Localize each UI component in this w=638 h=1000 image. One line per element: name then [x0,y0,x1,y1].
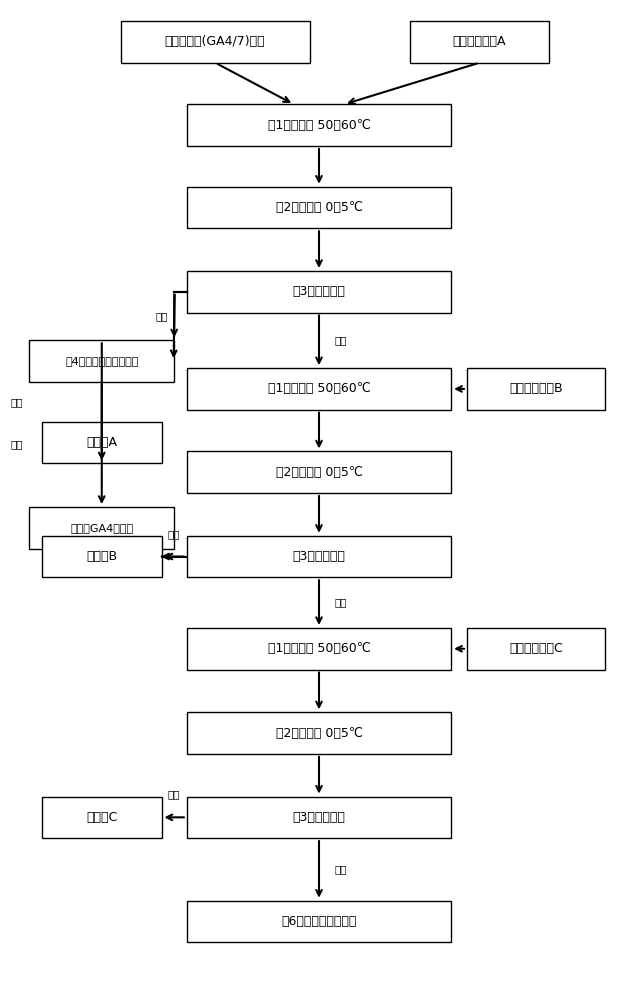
Text: 回收至A: 回收至A [86,436,117,449]
Text: （2）冷却至 0～5℃: （2）冷却至 0～5℃ [276,466,362,479]
FancyBboxPatch shape [187,712,451,754]
Text: （4）去除甲基叔丁基醚: （4）去除甲基叔丁基醚 [65,356,138,366]
Text: 晶粉: 晶粉 [335,864,347,874]
FancyBboxPatch shape [187,368,451,410]
FancyBboxPatch shape [187,451,451,493]
FancyBboxPatch shape [29,507,174,549]
Text: 回收至B: 回收至B [86,550,117,563]
FancyBboxPatch shape [187,187,451,228]
FancyBboxPatch shape [42,422,161,463]
Text: 甲基叔丁基醚B: 甲基叔丁基醚B [509,382,563,395]
Text: 液体: 液体 [11,397,23,407]
FancyBboxPatch shape [187,536,451,577]
FancyBboxPatch shape [467,628,605,670]
Text: （2）冷却至 0～5℃: （2）冷却至 0～5℃ [276,727,362,740]
Text: （6）真空干燥得成品: （6）真空干燥得成品 [281,915,357,928]
Text: 回收至GA4生产线: 回收至GA4生产线 [70,523,133,533]
Text: 发酵得到的(GA4/7)固体: 发酵得到的(GA4/7)固体 [165,35,265,48]
Text: （1）加热至 50～60℃: （1）加热至 50～60℃ [267,642,371,655]
Text: 母液: 母液 [156,312,168,322]
FancyBboxPatch shape [467,368,605,410]
FancyBboxPatch shape [121,21,309,63]
Text: 甲基叔丁基醚C: 甲基叔丁基醚C [509,642,563,655]
FancyBboxPatch shape [187,797,451,838]
FancyBboxPatch shape [187,901,451,942]
FancyBboxPatch shape [187,628,451,670]
Text: 晶粉: 晶粉 [335,335,347,345]
Text: （2）冷却至 0～5℃: （2）冷却至 0～5℃ [276,201,362,214]
Text: 母液: 母液 [168,529,181,539]
FancyBboxPatch shape [410,21,549,63]
Text: （1）加热至 50～60℃: （1）加热至 50～60℃ [267,119,371,132]
Text: 母液: 母液 [168,789,181,799]
Text: 晶粉: 晶粉 [335,598,347,608]
Text: （3）固液分离: （3）固液分离 [293,550,345,563]
Text: 甲基叔丁基醚A: 甲基叔丁基醚A [453,35,507,48]
Text: 固体: 固体 [11,439,23,449]
FancyBboxPatch shape [29,340,174,382]
Text: （3）固液分离: （3）固液分离 [293,285,345,298]
Text: （3）固液分离: （3）固液分离 [293,811,345,824]
FancyBboxPatch shape [42,797,161,838]
Text: 回收至C: 回收至C [86,811,117,824]
Text: （1）加热至 50～60℃: （1）加热至 50～60℃ [267,382,371,395]
FancyBboxPatch shape [187,271,451,313]
FancyBboxPatch shape [42,536,161,577]
FancyBboxPatch shape [187,104,451,146]
